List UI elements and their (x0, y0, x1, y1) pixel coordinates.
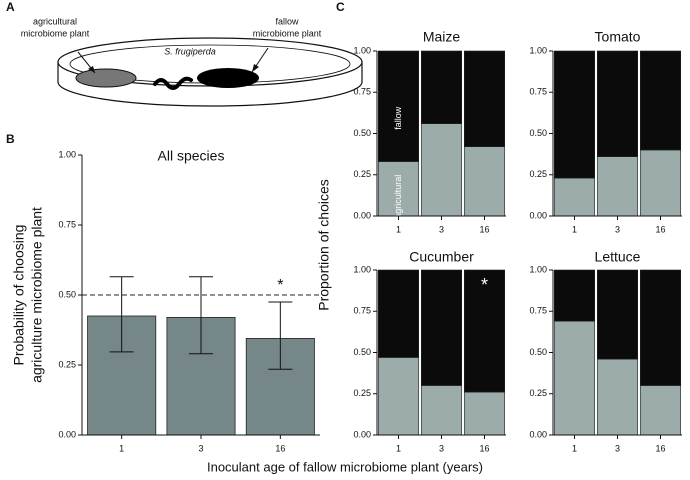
y-tick-label: 1.00 (58, 149, 76, 159)
chart-title: Tomato (595, 29, 641, 45)
y-tick-label: 0.50 (353, 347, 371, 357)
bar-segment (377, 357, 420, 436)
y-tick-label: 0.75 (529, 87, 547, 97)
y-tick-label: 0.00 (353, 210, 371, 220)
x-tick-label: 3 (439, 224, 444, 234)
y-tick-label: 1.00 (529, 45, 547, 55)
diagram-label: fallow (275, 16, 299, 26)
x-tick-label: 1 (572, 443, 577, 453)
x-tick-label: 1 (572, 224, 577, 234)
y-tick-label: 0.00 (353, 429, 371, 439)
bar-segment (463, 269, 506, 393)
panel-label: A (6, 0, 15, 14)
bar-segment (420, 269, 463, 386)
x-tick-label: 16 (655, 443, 665, 453)
bar-segment (596, 358, 639, 436)
series-label: agricultural (393, 175, 403, 219)
y-tick-label: 0.75 (353, 306, 371, 316)
diagram-label: agricultural (33, 16, 77, 26)
chart-title: Lettuce (595, 249, 641, 265)
chart-title: Cucumber (409, 249, 474, 265)
y-tick-label: 0.25 (353, 388, 371, 398)
x-tick-label: 1 (119, 443, 124, 453)
x-tick-label: 16 (479, 443, 489, 453)
annotation: * (277, 277, 283, 294)
y-tick-label: 0.50 (58, 289, 76, 299)
y-tick-label: 0.25 (529, 388, 547, 398)
diagram-label: S. frugiperda (164, 46, 216, 56)
bar-segment (553, 177, 596, 217)
x-tick-label: 1 (396, 443, 401, 453)
x-tick-label: 1 (396, 224, 401, 234)
y-tick-label: 0.00 (529, 429, 547, 439)
annotation: * (481, 275, 488, 295)
y-tick-label: 0.25 (353, 169, 371, 179)
y-tick-label: 0.00 (58, 429, 76, 439)
bar-segment (377, 269, 420, 358)
panel-label: B (6, 132, 15, 146)
y-tick-label: 0.25 (58, 359, 76, 369)
x-tick-label: 3 (615, 224, 620, 234)
chart-title: All species (158, 148, 225, 164)
bar-segment (463, 146, 506, 217)
bar-segment (596, 50, 639, 157)
y-axis-title: agriculture microbiome plant (29, 207, 45, 383)
x-tick-label: 16 (275, 443, 285, 453)
y-tick-label: 0.50 (529, 347, 547, 357)
bar-segment (553, 50, 596, 179)
y-tick-label: 0.50 (353, 128, 371, 138)
y-tick-label: 0.50 (529, 128, 547, 138)
x-tick-label: 3 (439, 443, 444, 453)
bar-segment (420, 50, 463, 124)
y-tick-label: 0.75 (529, 306, 547, 316)
bar-segment (553, 320, 596, 436)
x-axis-title: Inoculant age of fallow microbiome plant… (207, 459, 483, 474)
bar-segment (639, 385, 682, 436)
y-tick-label: 0.00 (529, 210, 547, 220)
bar-segment (420, 385, 463, 436)
series-label: fallow (393, 106, 403, 130)
y-tick-label: 1.00 (529, 264, 547, 274)
x-tick-label: 3 (198, 443, 203, 453)
y-axis-title: Proportion of choices (316, 179, 332, 311)
x-tick-label: 16 (479, 224, 489, 234)
bar-segment (420, 123, 463, 217)
panel-label: C (336, 0, 345, 14)
bar-segment (639, 50, 682, 151)
bar-segment (639, 149, 682, 217)
y-axis-title: Probability of choosing (11, 225, 27, 366)
x-tick-label: 3 (615, 443, 620, 453)
bar-segment (596, 269, 639, 360)
y-tick-label: 1.00 (353, 45, 371, 55)
petri-dish (57, 37, 363, 107)
chart-title: Maize (423, 29, 461, 45)
bar-segment (377, 161, 420, 217)
y-tick-label: 0.25 (529, 169, 547, 179)
bar-segment (463, 50, 506, 147)
x-tick-label: 16 (655, 224, 665, 234)
y-tick-label: 0.75 (58, 219, 76, 229)
diagram-label: microbiome plant (21, 28, 90, 38)
bar-segment (639, 269, 682, 386)
bar-segment (596, 156, 639, 217)
y-tick-label: 1.00 (353, 264, 371, 274)
bar-segment (377, 50, 420, 162)
bar-segment (463, 391, 506, 436)
diagram-label: microbiome plant (253, 28, 322, 38)
y-tick-label: 0.75 (353, 87, 371, 97)
bar-segment (553, 269, 596, 322)
